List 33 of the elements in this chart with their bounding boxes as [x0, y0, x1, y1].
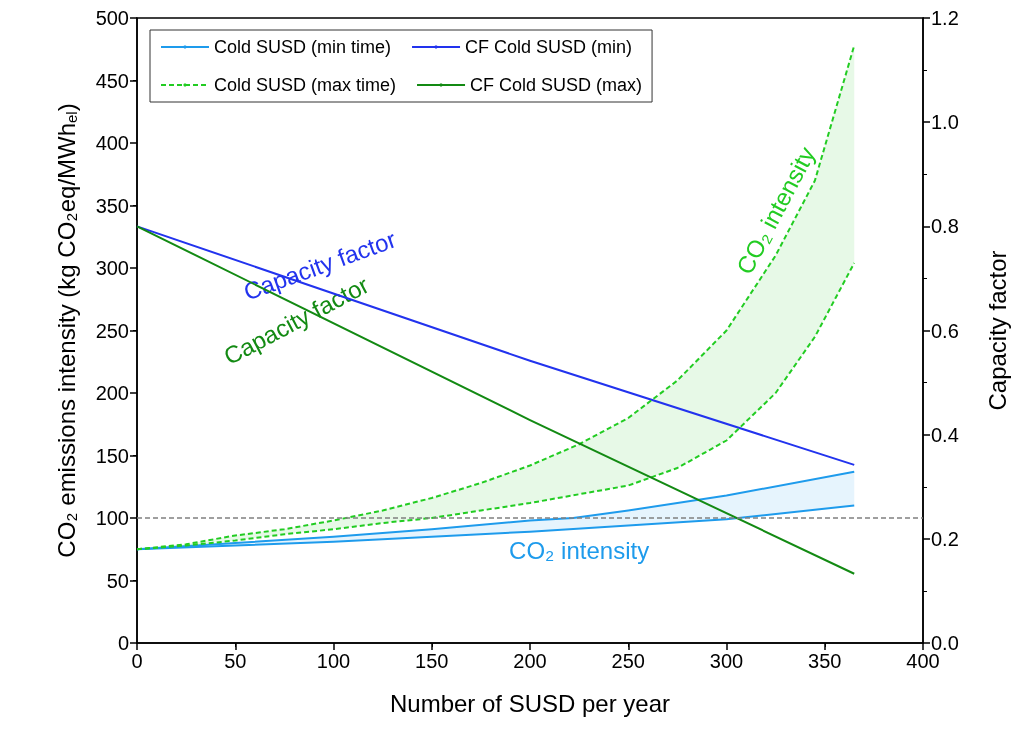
legend-label: Cold SUSD (min time) [214, 37, 392, 57]
x-tick-label: 0 [131, 650, 143, 672]
x-tick-label: 300 [709, 650, 744, 672]
y-tick-label: 350 [95, 194, 129, 217]
x-axis-title: Number of SUSD per year [389, 689, 671, 717]
y-tick-label: 400 [95, 132, 129, 154]
legend-label: CF Cold SUSD (max) [470, 75, 643, 95]
legend-label: Cold SUSD (max time) [214, 75, 397, 95]
y2-tick-label: 1.2 [931, 7, 959, 29]
y-tick-label: 500 [95, 7, 129, 29]
y2-tick-label: 1.0 [931, 111, 959, 134]
y2-tick-label: 0.2 [931, 527, 959, 550]
y2-tick-label: 0.4 [931, 423, 959, 446]
annotation: CO₂ intensity [509, 537, 650, 564]
y2-tick-label: 0.8 [931, 215, 959, 238]
y-tick-label: 200 [95, 382, 129, 404]
y-tick-label: 100 [95, 507, 129, 529]
x-tick-label: 350 [808, 650, 842, 672]
y-tick-label: 250 [95, 319, 129, 342]
x-tick-label: 150 [415, 650, 449, 672]
y-axis-title: CO₂ emissions intensity (kg CO₂eq/MWhel) [53, 103, 80, 558]
y-tick-label: 0 [117, 632, 129, 654]
y-tick-label: 300 [95, 257, 129, 279]
x-tick-label: 250 [611, 650, 645, 672]
x-tick-label: 100 [316, 650, 351, 672]
legend-label: CF Cold SUSD (min) [465, 37, 633, 57]
y2-tick-label: 0.6 [931, 319, 959, 342]
x-tick-label: 50 [224, 650, 247, 672]
x-tick-label: 200 [513, 650, 547, 672]
y-tick-label: 50 [106, 569, 129, 592]
y-tick-label: 450 [95, 69, 129, 92]
y-tick-label: 150 [95, 444, 129, 467]
y2-axis-title: Capacity factor [983, 250, 1011, 411]
